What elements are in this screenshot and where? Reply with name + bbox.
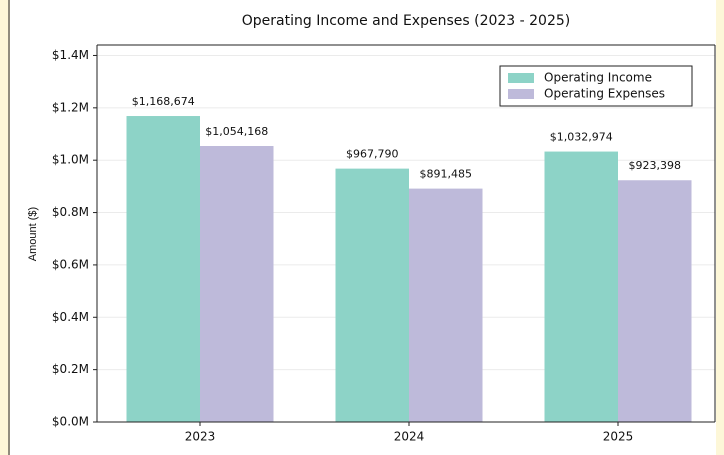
y-axis-label: Amount ($) [27,207,39,261]
data-label: $891,485 [420,168,473,181]
bar [409,188,483,422]
y-tick-label: $1.0M [52,153,89,167]
y-tick-label: $1.2M [52,100,89,114]
data-label: $1,054,168 [205,125,268,138]
bar [200,146,274,423]
data-label: $1,032,974 [550,131,613,144]
y-tick-label: $1.4M [52,48,89,62]
legend-swatch [508,89,534,99]
legend-label: Operating Expenses [544,87,665,101]
legend-swatch [508,73,534,83]
y-tick-label: $0.8M [52,205,89,219]
bar [618,180,692,422]
bar [544,151,618,423]
bar [126,116,200,422]
bar [335,168,409,422]
legend-label: Operating Income [544,71,652,85]
x-tick-label: 2025 [603,430,634,444]
x-tick-label: 2023 [185,430,216,444]
legend-box [499,65,693,107]
y-tick-label: $0.0M [52,415,89,429]
data-label: $1,168,674 [132,95,195,108]
data-label: $967,790 [346,148,399,161]
y-tick-label: $0.2M [52,362,89,376]
data-label: $923,398 [629,159,682,172]
x-tick-label: 2024 [394,430,425,444]
y-tick-label: $0.6M [52,257,89,271]
chart-title: Operating Income and Expenses (2023 - 20… [242,13,571,29]
y-tick-label: $0.4M [52,310,89,324]
